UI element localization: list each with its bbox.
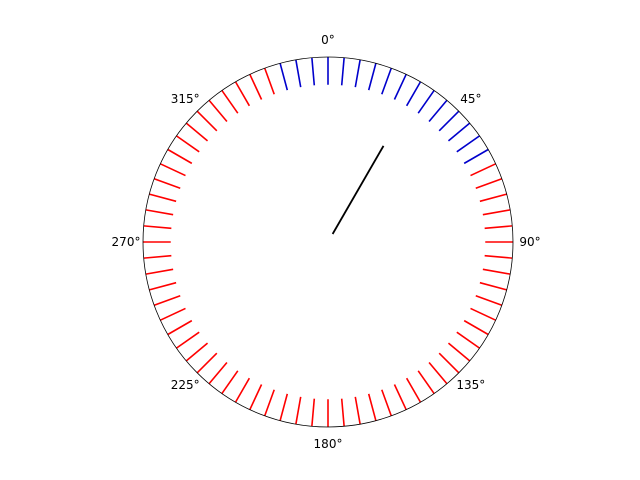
radial-tick: [354, 59, 361, 88]
radial-tick: [438, 352, 460, 374]
radial-tick: [153, 295, 181, 307]
radial-tick: [475, 177, 503, 189]
radial-tick: [456, 331, 481, 349]
radial-tick: [367, 63, 377, 91]
radial-tick: [405, 81, 422, 107]
radial-tick: [145, 209, 174, 216]
angle-tick-label: 315°: [171, 92, 200, 106]
radial-tick: [279, 393, 289, 421]
radial-tick: [428, 99, 448, 123]
radial-tick: [196, 110, 218, 132]
radial-tick: [159, 163, 186, 177]
radial-tick: [417, 89, 435, 114]
angle-tick-label: 180°: [314, 437, 343, 451]
radial-tick: [340, 398, 345, 427]
radial-tick: [479, 193, 507, 203]
radial-tick: [479, 281, 507, 291]
angle-tick-label: 45°: [460, 92, 481, 106]
radial-tick: [149, 281, 177, 291]
radial-tick: [221, 370, 239, 395]
radial-tick: [428, 361, 448, 385]
radial-tick: [167, 319, 193, 336]
radial-tick: [208, 99, 228, 123]
radial-tick: [438, 110, 460, 132]
radial-tick: [470, 163, 497, 177]
radial-tick: [208, 361, 228, 385]
radial-tick: [196, 352, 218, 374]
angle-tick-label: 90°: [519, 235, 540, 249]
radial-tick: [263, 389, 275, 417]
radial-tick: [393, 384, 407, 411]
radial-tick-group: [143, 57, 513, 427]
radial-tick: [463, 148, 489, 165]
radial-tick: [367, 393, 377, 421]
radial-tick: [340, 57, 345, 86]
radial-tick: [295, 59, 302, 88]
angle-tick-label: 135°: [456, 378, 485, 392]
radial-tick: [393, 73, 407, 100]
radial-tick: [153, 177, 181, 189]
angle-tick-label: 270°: [112, 235, 141, 249]
radial-tick: [354, 396, 361, 425]
radial-tick: [185, 342, 209, 362]
radial-tick: [456, 135, 481, 153]
radial-tick: [311, 57, 316, 86]
pointer-needle: [331, 145, 385, 235]
radial-tick: [249, 384, 263, 411]
angle-tick-label: 0°: [321, 33, 335, 47]
radial-tick: [185, 122, 209, 142]
radial-tick: [482, 209, 511, 216]
radial-tick: [295, 396, 302, 425]
radial-tick: [417, 370, 435, 395]
radial-tick: [484, 254, 513, 259]
radial-tick: [175, 135, 200, 153]
radial-tick: [484, 225, 513, 230]
radial-tick: [234, 377, 251, 403]
radial-tick: [149, 193, 177, 203]
radial-tick: [159, 307, 186, 321]
radial-tick: [311, 398, 316, 427]
radial-tick: [482, 268, 511, 275]
radial-tick: [381, 389, 393, 417]
angle-tick-label: 225°: [171, 378, 200, 392]
radial-tick: [143, 254, 172, 259]
radial-tick: [470, 307, 497, 321]
angle-tick-labels: 0° 45° 90° 135° 180° 225° 270° 315°: [112, 33, 541, 451]
radial-tick: [145, 268, 174, 275]
radial-tick: [175, 331, 200, 349]
radial-tick: [263, 67, 275, 95]
radial-tick: [447, 342, 471, 362]
radial-tick: [167, 148, 193, 165]
radial-tick: [405, 377, 422, 403]
radial-tick: [463, 319, 489, 336]
radial-tick: [234, 81, 251, 107]
polar-outline: [142, 56, 514, 428]
radial-tick: [475, 295, 503, 307]
radial-tick: [143, 225, 172, 230]
radial-tick: [279, 63, 289, 91]
radial-tick: [447, 122, 471, 142]
radial-tick: [249, 73, 263, 100]
radial-tick: [221, 89, 239, 114]
radial-tick: [381, 67, 393, 95]
